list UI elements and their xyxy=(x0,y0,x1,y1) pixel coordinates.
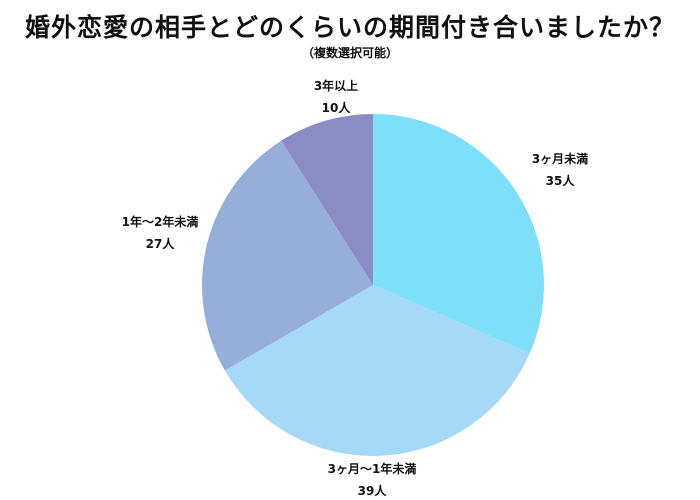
slice-value-label-0: 35人 xyxy=(546,173,576,188)
slice-label-0: 3ヶ月未満 xyxy=(532,151,588,166)
pie-slice-2 xyxy=(201,140,373,371)
pie-labels: 3ヶ月未満 35人 3ヶ月〜1年未満 39人 1年〜2年未満 27人 3年以上 10人 xyxy=(122,78,589,498)
chart-subtitle: （複数選択可能） xyxy=(301,46,398,60)
slice-label-1: 3ヶ月〜1年未満 xyxy=(328,461,417,476)
slice-value-label-2: 27人 xyxy=(146,236,176,251)
slice-value-label-1: 39人 xyxy=(358,483,388,498)
chart-title: 婚外恋愛の相手とどのくらいの期間付き合いましたか？ xyxy=(24,13,675,42)
pie-slice-3 xyxy=(281,114,373,285)
slice-value-label-3: 10人 xyxy=(322,100,352,115)
slice-label-2: 1年〜2年未満 xyxy=(122,214,199,229)
pie-slice-1 xyxy=(224,285,530,456)
pie-slice-0 xyxy=(373,114,544,354)
slice-label-3: 3年以上 xyxy=(314,78,358,93)
pie-slices xyxy=(201,114,544,456)
